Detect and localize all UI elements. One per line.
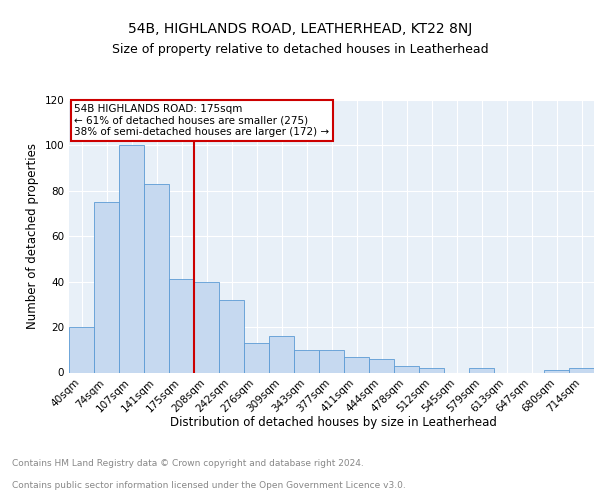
- Bar: [169, 280, 194, 372]
- Bar: [94, 202, 119, 372]
- Text: 54B, HIGHLANDS ROAD, LEATHERHEAD, KT22 8NJ: 54B, HIGHLANDS ROAD, LEATHERHEAD, KT22 8…: [128, 22, 472, 36]
- Text: Distribution of detached houses by size in Leatherhead: Distribution of detached houses by size …: [170, 416, 496, 429]
- Text: Contains HM Land Registry data © Crown copyright and database right 2024.: Contains HM Land Registry data © Crown c…: [12, 460, 364, 468]
- Bar: [219, 300, 244, 372]
- Bar: [394, 366, 419, 372]
- Text: 54B HIGHLANDS ROAD: 175sqm
← 61% of detached houses are smaller (275)
38% of sem: 54B HIGHLANDS ROAD: 175sqm ← 61% of deta…: [74, 104, 329, 138]
- Text: Contains public sector information licensed under the Open Government Licence v3: Contains public sector information licen…: [12, 482, 406, 490]
- Bar: [144, 184, 169, 372]
- Y-axis label: Number of detached properties: Number of detached properties: [26, 143, 39, 329]
- Text: Size of property relative to detached houses in Leatherhead: Size of property relative to detached ho…: [112, 42, 488, 56]
- Bar: [569, 368, 594, 372]
- Bar: [469, 368, 494, 372]
- Bar: [294, 350, 319, 372]
- Bar: [419, 368, 444, 372]
- Bar: [194, 282, 219, 372]
- Bar: [369, 359, 394, 372]
- Bar: [319, 350, 344, 372]
- Bar: [344, 356, 369, 372]
- Bar: [244, 343, 269, 372]
- Bar: [69, 327, 94, 372]
- Bar: [119, 146, 144, 372]
- Bar: [544, 370, 569, 372]
- Bar: [269, 336, 294, 372]
